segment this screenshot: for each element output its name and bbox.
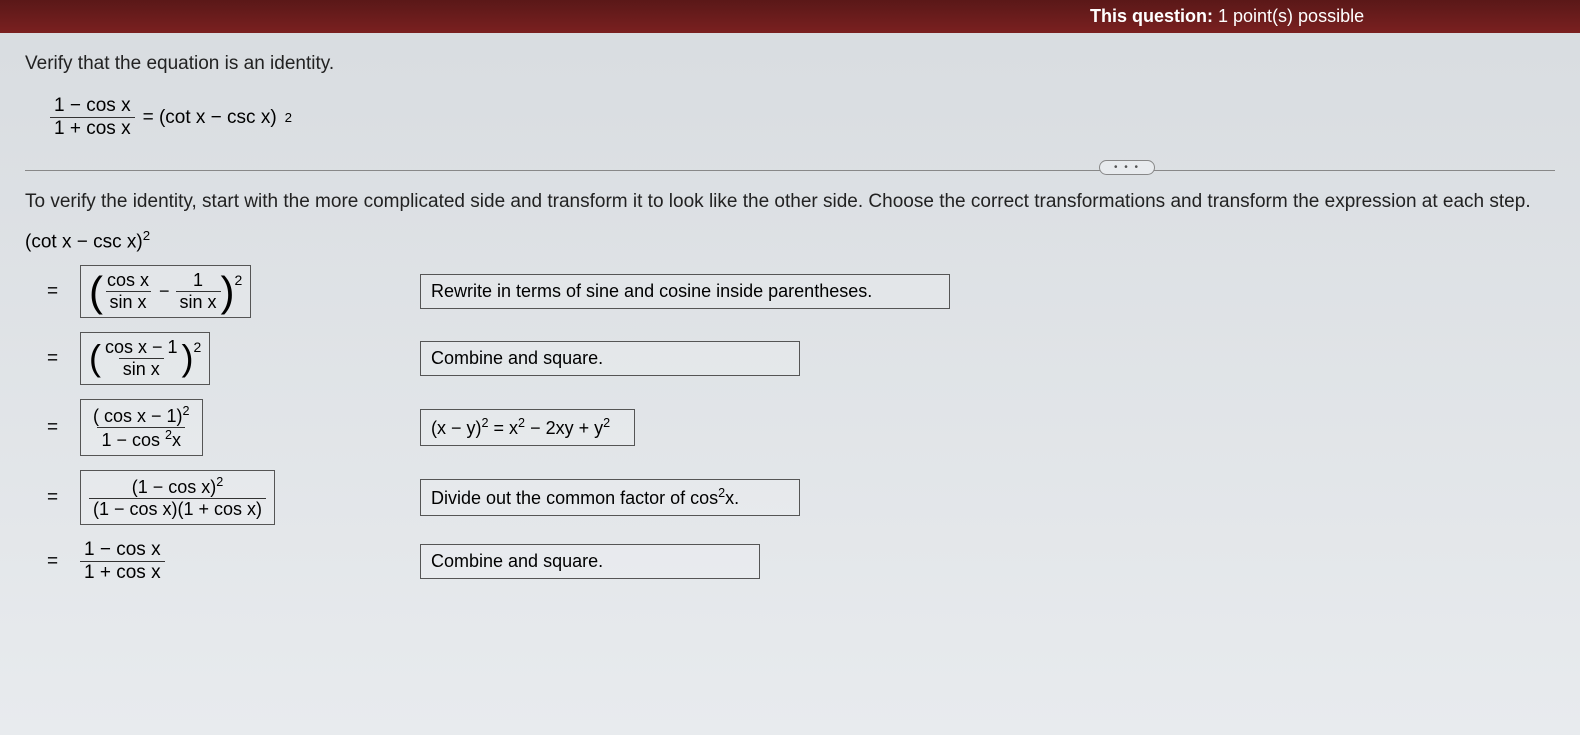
- step2-reason[interactable]: Combine and square.: [420, 341, 800, 376]
- equals-sign: =: [25, 417, 80, 439]
- rhs-exponent: 2: [285, 110, 292, 125]
- step2-expression[interactable]: ( cos x − 1 sin x ) 2: [80, 332, 210, 385]
- equals-sign: =: [25, 281, 80, 303]
- step3-expression[interactable]: ( cos x − 1)2 1 − cos 2x: [80, 399, 203, 456]
- question-header: This question: 1 point(s) possible: [0, 0, 1580, 33]
- step1-expression[interactable]: ( cos x sin x − 1 sin x ) 2: [80, 265, 251, 318]
- equals-sign: =: [25, 487, 80, 509]
- step3-reason[interactable]: (x − y)2 = x2 − 2xy + y2: [420, 409, 635, 446]
- header-points: 1 point(s) possible: [1218, 6, 1364, 26]
- step-row-4: = (1 − cos x)2 (1 − cos x)(1 + cos x) Di…: [25, 470, 1555, 525]
- step-row-1: = ( cos x sin x − 1 sin x ) 2 Rewrite in…: [25, 265, 1555, 318]
- section-divider: [25, 170, 1555, 171]
- step-row-5: = 1 − cos x 1 + cos x Combine and square…: [25, 539, 1555, 584]
- verify-instruction: To verify the identity, start with the m…: [25, 191, 1555, 213]
- instruction-text: Verify that the equation is an identity.: [25, 53, 1555, 75]
- equals-sign: =: [25, 551, 80, 573]
- equals-sign: =: [25, 348, 80, 370]
- step-row-3: = ( cos x − 1)2 1 − cos 2x (x − y)2 = x2…: [25, 399, 1555, 456]
- header-label: This question:: [1090, 6, 1213, 26]
- lhs-denominator: 1 + cos x: [50, 117, 135, 140]
- starting-expression: (cot x − csc x)2: [25, 228, 1555, 253]
- step5-reason[interactable]: Combine and square.: [420, 544, 760, 579]
- rhs-text: = (cot x − csc x): [143, 107, 277, 129]
- step4-expression[interactable]: (1 − cos x)2 (1 − cos x)(1 + cos x): [80, 470, 275, 525]
- step-row-2: = ( cos x − 1 sin x ) 2 Combine and squa…: [25, 332, 1555, 385]
- step5-expression: 1 − cos x 1 + cos x: [80, 539, 165, 584]
- step4-reason[interactable]: Divide out the common factor of cos2x.: [420, 479, 800, 516]
- main-equation: 1 − cos x 1 + cos x = (cot x − csc x) 2: [50, 95, 1555, 140]
- lhs-numerator: 1 − cos x: [50, 95, 135, 117]
- step1-reason[interactable]: Rewrite in terms of sine and cosine insi…: [420, 274, 950, 309]
- content-area: Verify that the equation is an identity.…: [0, 33, 1580, 618]
- divider-ellipsis[interactable]: • • •: [1099, 160, 1155, 175]
